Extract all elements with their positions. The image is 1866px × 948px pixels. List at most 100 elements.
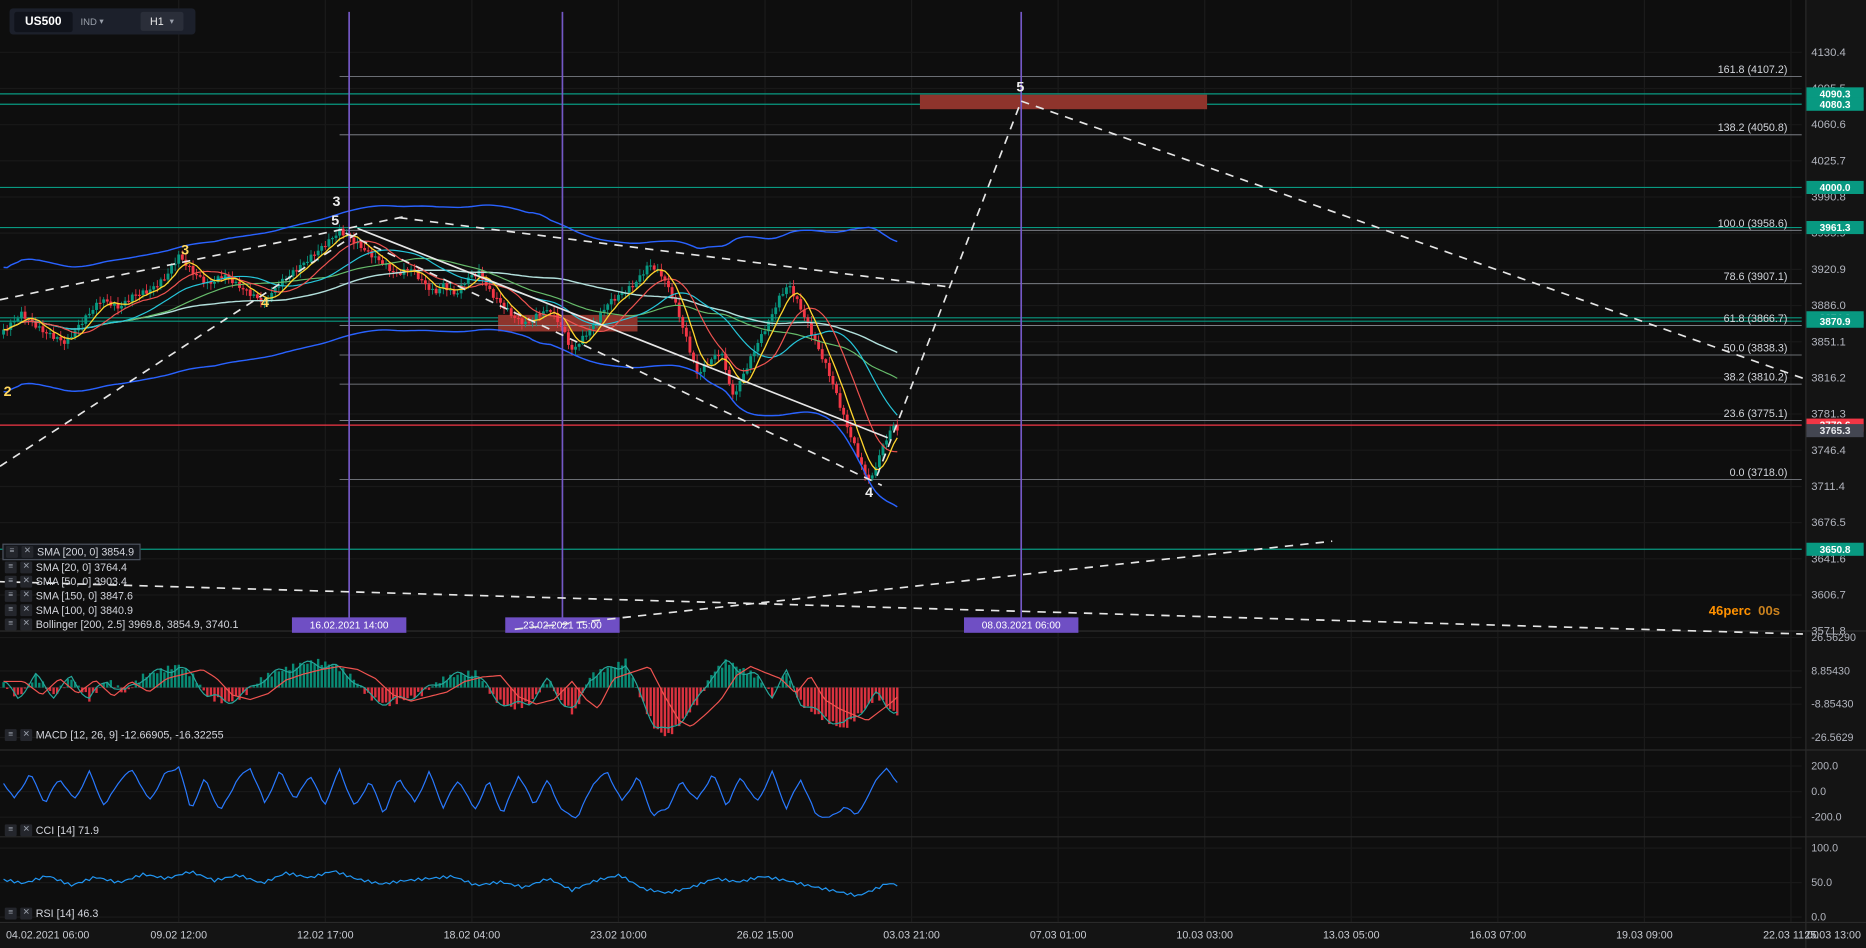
svg-text:13.03 05:00: 13.03 05:00 [1323, 930, 1380, 942]
svg-text:3571.8: 3571.8 [1811, 626, 1846, 638]
svg-text:50.0: 50.0 [1811, 877, 1832, 889]
menu-icon[interactable]: ≡ [4, 907, 17, 920]
svg-text:0.0 (3718.0): 0.0 (3718.0) [1730, 467, 1788, 479]
close-icon[interactable]: ✕ [20, 729, 33, 742]
svg-text:3676.5: 3676.5 [1811, 517, 1846, 529]
legend-label: CCI [14] 71.9 [35, 824, 99, 837]
svg-text:-26.5629: -26.5629 [1811, 732, 1853, 744]
svg-text:23.02.2021 15:00: 23.02.2021 15:00 [523, 621, 602, 632]
svg-text:5: 5 [1016, 80, 1024, 96]
close-icon[interactable]: ✕ [20, 824, 33, 837]
horizontal-level-lines[interactable] [0, 93, 1802, 550]
performance-left: 46perc [1708, 604, 1752, 619]
cci-pane [3, 765, 898, 819]
svg-text:0.0: 0.0 [1811, 786, 1826, 798]
close-icon[interactable]: ✕ [21, 545, 34, 558]
svg-text:3: 3 [181, 243, 189, 259]
svg-text:16.02.2021 14:00: 16.02.2021 14:00 [310, 621, 389, 632]
menu-icon[interactable]: ≡ [5, 545, 18, 558]
close-icon[interactable]: ✕ [20, 907, 33, 920]
trendlines[interactable] [0, 100, 1804, 635]
svg-text:78.6 (3907.1): 78.6 (3907.1) [1724, 271, 1788, 283]
price-axis[interactable]: 4130.44095.54060.64025.73990.83955.93920… [1811, 47, 1856, 924]
legend-row-sma100[interactable]: ≡ ✕ SMA [100, 0] 3840.9 [2, 603, 238, 617]
close-icon[interactable]: ✕ [20, 561, 33, 574]
menu-icon[interactable]: ≡ [4, 618, 17, 631]
legend-row-cci[interactable]: ≡ ✕ CCI [14] 71.9 [2, 823, 99, 837]
timeframe-label: H1 [149, 15, 164, 28]
svg-text:09.02 12:00: 09.02 12:00 [150, 930, 207, 942]
performance-readout: 46perc 00s [1709, 604, 1780, 618]
svg-text:4: 4 [865, 485, 873, 501]
symbol-badge[interactable]: US500 [14, 11, 73, 32]
svg-text:26.56290: 26.56290 [1811, 632, 1856, 644]
svg-text:07.03 01:00: 07.03 01:00 [1030, 930, 1087, 942]
close-icon[interactable]: ✕ [20, 604, 33, 617]
svg-text:200.0: 200.0 [1811, 761, 1838, 773]
svg-text:4080.3: 4080.3 [1820, 100, 1851, 111]
svg-text:4: 4 [261, 295, 269, 311]
svg-text:3886.0: 3886.0 [1811, 300, 1846, 312]
svg-text:-200.0: -200.0 [1811, 812, 1841, 824]
wave-labels[interactable]: 2 3 4 3 5 4 5 [4, 80, 1025, 502]
close-icon[interactable]: ✕ [20, 575, 33, 588]
legend-row-rsi[interactable]: ≡ ✕ RSI [14] 46.3 [2, 906, 98, 920]
fib-retracement[interactable]: 161.8 (4107.2) 138.2 (4050.8) 100.0 (3958.… [339, 64, 1802, 481]
svg-text:0.0: 0.0 [1811, 912, 1826, 924]
legend-label: SMA [150, 0] 3847.6 [35, 589, 133, 602]
instrument-type-label: IND [80, 16, 97, 27]
svg-text:4000.0: 4000.0 [1820, 183, 1851, 194]
menu-icon[interactable]: ≡ [4, 575, 17, 588]
svg-text:3711.4: 3711.4 [1811, 481, 1845, 493]
legend-label: SMA [20, 0] 3764.4 [35, 561, 127, 574]
svg-text:23.02 10:00: 23.02 10:00 [590, 930, 647, 942]
svg-text:100.0 (3958.6): 100.0 (3958.6) [1718, 218, 1788, 230]
legend-label: SMA [100, 0] 3840.9 [35, 604, 133, 617]
svg-text:22.03 11:00: 22.03 11:00 [1763, 930, 1819, 942]
legend-row-sma20[interactable]: ≡ ✕ SMA [20, 0] 3764.4 [2, 560, 238, 574]
svg-text:3: 3 [332, 194, 340, 210]
instrument-type-dropdown[interactable]: IND ▾ [81, 16, 104, 27]
close-icon[interactable]: ✕ [20, 618, 33, 631]
timeframe-dropdown[interactable]: H1 ▾ [140, 11, 184, 31]
time-axis[interactable]: 04.02.2021 06:00 09.02 12:00 12.02 17:00 18… [6, 930, 1861, 942]
chart-toolbar: US500 IND ▾ H1 ▾ [9, 8, 196, 35]
menu-icon[interactable]: ≡ [4, 561, 17, 574]
price-tags: 4090.34080.34000.03961.33874.23870.93770… [1806, 87, 1864, 556]
svg-text:161.8 (4107.2): 161.8 (4107.2) [1718, 64, 1788, 76]
svg-text:10.03 03:00: 10.03 03:00 [1176, 930, 1233, 942]
moving-averages [3, 234, 898, 471]
svg-text:138.2 (4050.8): 138.2 (4050.8) [1718, 122, 1788, 134]
svg-text:04.02.2021 06:00: 04.02.2021 06:00 [6, 930, 89, 942]
svg-text:-8.85430: -8.85430 [1811, 699, 1853, 711]
menu-icon[interactable]: ≡ [4, 824, 17, 837]
svg-text:23.6 (3775.1): 23.6 (3775.1) [1724, 408, 1788, 420]
bollinger-bands [3, 204, 898, 508]
cci-legend: ≡ ✕ CCI [14] 71.9 [2, 823, 99, 837]
svg-text:3746.4: 3746.4 [1811, 445, 1846, 457]
menu-icon[interactable]: ≡ [4, 604, 17, 617]
svg-text:8.85430: 8.85430 [1811, 665, 1850, 677]
svg-text:4090.3: 4090.3 [1820, 89, 1851, 100]
legend-row-sma200[interactable]: ≡ ✕ SMA [200, 0] 3854.9 [2, 543, 141, 561]
menu-icon[interactable]: ≡ [4, 589, 17, 602]
date-markers[interactable]: 16.02.2021 14:00 23.02.2021 15:00 08.03.20… [291, 11, 1079, 633]
svg-text:3870.9: 3870.9 [1820, 317, 1851, 328]
svg-text:5: 5 [331, 213, 339, 229]
legend-row-sma150[interactable]: ≡ ✕ SMA [150, 0] 3847.6 [2, 589, 238, 603]
svg-text:12.02 17:00: 12.02 17:00 [297, 930, 354, 942]
legend-row-sma50[interactable]: ≡ ✕ SMA [50, 0] 3903.4 [2, 575, 238, 589]
svg-text:61.8 (3866.7): 61.8 (3866.7) [1724, 313, 1788, 325]
performance-right: 00s [1758, 604, 1781, 619]
legend-row-bollinger[interactable]: ≡ ✕ Bollinger [200, 2.5] 3969.8, 3854.9,… [2, 617, 238, 631]
legend-row-macd[interactable]: ≡ ✕ MACD [12, 26, 9] -12.66905, -16.3225… [2, 728, 224, 742]
chevron-down-icon: ▾ [169, 17, 174, 27]
svg-text:3781.3: 3781.3 [1811, 409, 1846, 421]
legend-label: RSI [14] 46.3 [35, 907, 99, 920]
rsi-legend: ≡ ✕ RSI [14] 46.3 [2, 906, 98, 920]
svg-text:38.2 (3810.2): 38.2 (3810.2) [1724, 372, 1788, 384]
svg-text:100.0: 100.0 [1811, 843, 1838, 855]
close-icon[interactable]: ✕ [20, 589, 33, 602]
menu-icon[interactable]: ≡ [4, 729, 17, 742]
